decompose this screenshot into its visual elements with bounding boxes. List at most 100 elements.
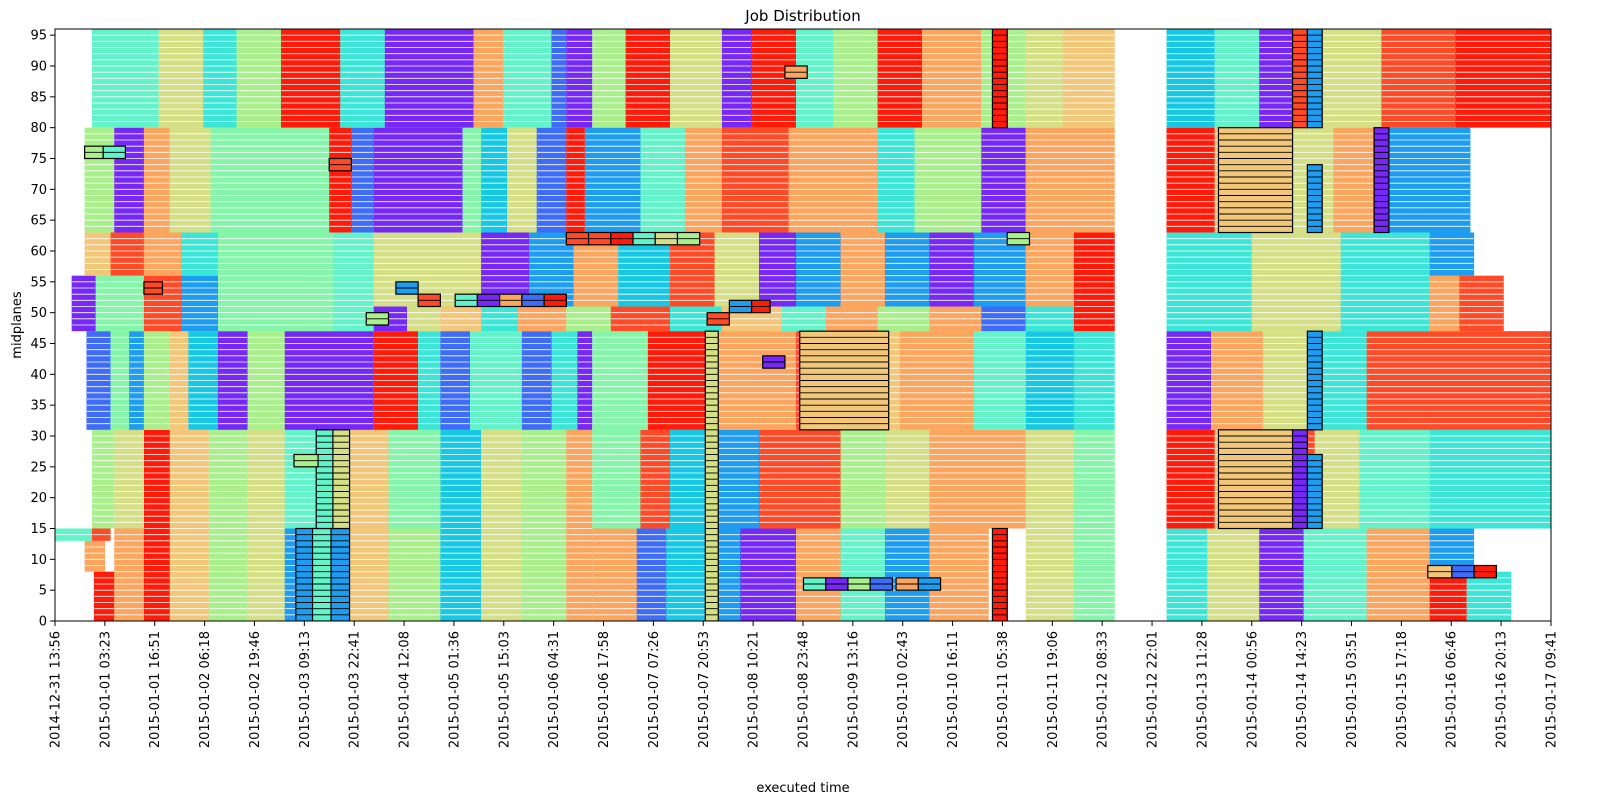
- job-block: [129, 331, 144, 430]
- highlighted-job-block: [1373, 127, 1390, 234]
- highlighted-job-block: [1291, 429, 1308, 530]
- y-tick-label: 85: [30, 90, 47, 105]
- highlighted-job-block: [332, 429, 351, 530]
- plot-frame: [54, 28, 1552, 622]
- highlighted-job-block: [1006, 231, 1031, 246]
- y-tick-label: 10: [30, 553, 47, 568]
- highlighted-job-block: [328, 157, 353, 172]
- job-block: [469, 331, 522, 430]
- job-bar: [1166, 127, 1215, 233]
- job-bar: [796, 528, 841, 621]
- x-tick-label: 2015-01-02 19:46: [248, 631, 263, 748]
- highlighted-job-block: [365, 312, 390, 326]
- x-tick-label: 2015-01-07 07:26: [647, 631, 662, 748]
- highlighted-job-block: [543, 293, 567, 308]
- job-block: [840, 528, 885, 621]
- plot-area: [55, 29, 1551, 621]
- x-tick-label: 2015-01-06 04:31: [547, 631, 562, 748]
- job-block: [884, 429, 930, 529]
- job-block: [373, 331, 419, 430]
- job-block: [473, 29, 504, 128]
- job-bar: [1373, 127, 1390, 234]
- job-block: [507, 127, 537, 233]
- job-bar: [169, 127, 211, 233]
- job-bar: [1025, 429, 1074, 621]
- highlighted-job-block: [728, 299, 753, 314]
- job-block: [551, 29, 567, 128]
- job-block: [640, 429, 671, 529]
- job-bar: [1429, 275, 1460, 332]
- job-bar: [1073, 429, 1115, 621]
- highlighted-job-block: [825, 577, 849, 591]
- job-bar: [247, 429, 285, 621]
- job-bar: [704, 330, 719, 621]
- job-block: [914, 127, 982, 233]
- job-block: [180, 232, 219, 276]
- job-block: [884, 528, 930, 621]
- job-bar: [71, 275, 96, 332]
- job-block: [592, 429, 641, 529]
- job-bar: [210, 127, 330, 233]
- job-bar: [180, 275, 219, 332]
- job-block: [114, 429, 144, 529]
- job-bar: [84, 127, 115, 233]
- job-block: [840, 429, 885, 529]
- job-bar: [877, 127, 915, 233]
- highlighted-job-block: [1306, 330, 1323, 431]
- job-block: [833, 29, 878, 128]
- highlighted-job-block: [799, 330, 890, 431]
- job-block: [1251, 232, 1341, 332]
- highlighted-job-block: [454, 293, 479, 308]
- y-tick-label: 20: [30, 491, 47, 506]
- x-tick-label: 2015-01-10 02:43: [896, 631, 911, 748]
- job-block: [714, 429, 759, 529]
- job-bar: [110, 232, 144, 276]
- x-tick-label: 2015-01-04 12:08: [398, 631, 413, 748]
- x-tick-label: 2015-01-03 22:41: [348, 631, 363, 748]
- job-bar: [1429, 528, 1475, 572]
- job-bar: [929, 528, 989, 621]
- job-block: [84, 127, 115, 233]
- x-tick-label: 2015-01-06 17:58: [597, 631, 612, 748]
- job-block: [1207, 528, 1260, 621]
- x-tick-label: 2015-01-09 13:16: [846, 631, 861, 748]
- highlighted-job-block: [895, 577, 919, 591]
- job-block: [143, 232, 181, 276]
- y-tick-label: 35: [30, 399, 47, 414]
- job-block: [481, 429, 522, 621]
- highlighted-job-block: [1306, 29, 1323, 129]
- highlighted-job-block: [847, 577, 871, 591]
- job-block: [625, 29, 671, 128]
- job-block: [1025, 127, 1115, 233]
- highlighted-job-block: [1427, 564, 1453, 579]
- job-block: [566, 29, 593, 128]
- job-block: [592, 29, 626, 128]
- chart-title: Job Distribution: [744, 7, 860, 25]
- job-block: [566, 127, 585, 233]
- job-block: [781, 306, 826, 332]
- job-bar: [84, 540, 106, 572]
- job-block: [373, 127, 463, 233]
- job-block: [922, 29, 982, 128]
- job-block: [247, 429, 285, 621]
- job-bar: [981, 127, 1026, 233]
- job-bar: [566, 429, 593, 621]
- job-block: [1025, 29, 1063, 128]
- job-block: [71, 275, 96, 332]
- y-tick-label: 0: [39, 615, 47, 630]
- job-block: [714, 232, 759, 307]
- job-block: [1166, 528, 1208, 621]
- job-block: [55, 528, 93, 541]
- job-bar: [507, 127, 537, 233]
- highlighted-job-block: [1451, 564, 1475, 579]
- job-block: [1455, 29, 1551, 128]
- y-tick-label: 25: [30, 460, 47, 475]
- y-tick-label: 65: [30, 214, 47, 229]
- job-block: [281, 29, 341, 128]
- job-block: [521, 331, 552, 430]
- job-block: [1429, 429, 1551, 529]
- job-block: [1073, 429, 1115, 621]
- job-block: [169, 429, 209, 621]
- job-block: [1340, 232, 1430, 332]
- y-tick-label: 60: [30, 245, 47, 260]
